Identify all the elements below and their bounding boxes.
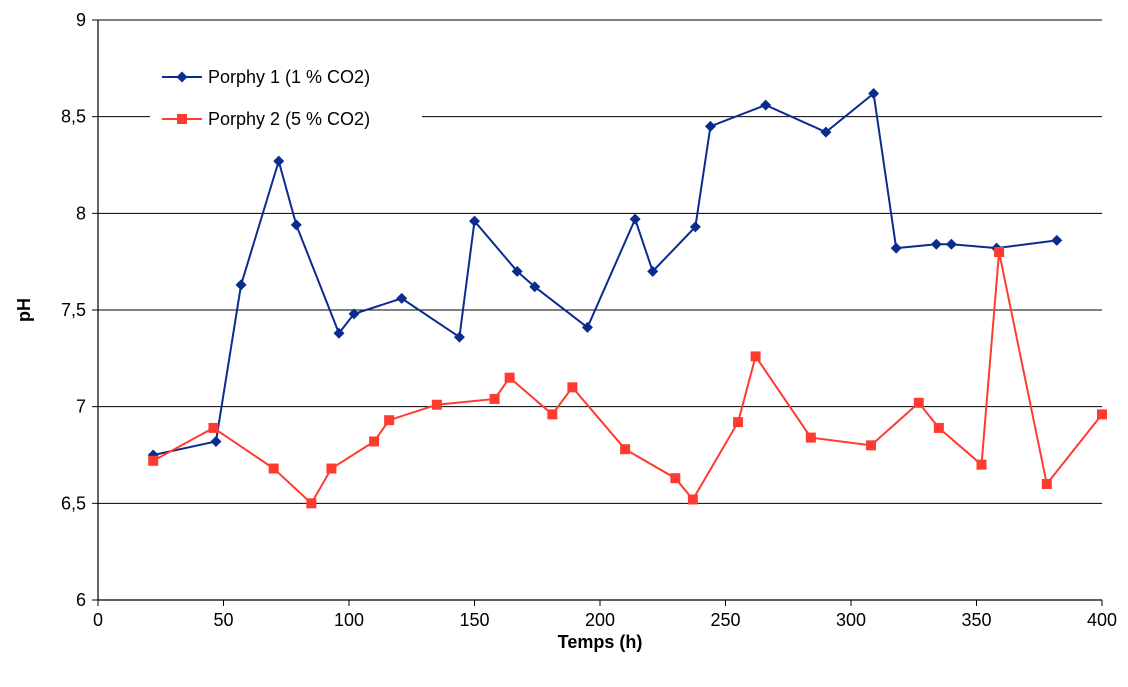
series-2-point <box>687 494 698 505</box>
series-1-point <box>210 435 222 447</box>
series-2-point <box>933 422 944 433</box>
y-tick-label: 6,5 <box>61 493 86 513</box>
axes: 6 6,5 7 7,5 8 8,5 9 0 50 100 150 200 250 300 350 400 <box>61 10 1117 630</box>
series-2-point <box>670 473 681 484</box>
x-tick-label: 400 <box>1087 610 1117 630</box>
series-1-point <box>930 238 942 250</box>
series-2-point <box>866 440 877 451</box>
series-2-point <box>913 397 924 408</box>
series-2-point <box>733 417 744 428</box>
series-2-point <box>994 247 1005 257</box>
x-tick-label: 0 <box>93 610 103 630</box>
series-2 <box>148 247 1107 509</box>
series-1-point <box>689 221 701 233</box>
legend-label: Porphy 2 (5 % CO2) <box>208 109 370 129</box>
x-tick-label: 100 <box>334 610 364 630</box>
x-axis-title: Temps (h) <box>558 632 643 652</box>
series-1-point <box>511 265 523 277</box>
series-2-line <box>152 251 1103 505</box>
series-2-point <box>148 455 159 466</box>
series-1-point <box>290 219 302 231</box>
series-2-point <box>1041 479 1052 489</box>
series-1-point <box>529 281 541 293</box>
series-group <box>147 87 1107 509</box>
series-1-point <box>333 327 345 339</box>
series-2-point <box>976 459 987 470</box>
x-tick-label: 150 <box>459 610 489 630</box>
series-2-point <box>547 409 558 420</box>
series-1-point <box>890 242 902 254</box>
legend-marker <box>176 71 188 83</box>
series-2-point <box>504 372 515 383</box>
legend-label: Porphy 1 (1 % CO2) <box>208 67 370 87</box>
y-tick-label: 7,5 <box>61 300 86 320</box>
y-tick-label: 9 <box>76 10 86 30</box>
series-2-point <box>620 444 631 455</box>
series-2-point <box>208 422 219 433</box>
series-1-point <box>629 213 641 225</box>
x-tick-label: 50 <box>213 610 233 630</box>
x-tick-label: 350 <box>961 610 991 630</box>
x-tick-label: 250 <box>710 610 740 630</box>
series-2-point <box>750 351 761 362</box>
legend: Porphy 1 (1 % CO2) Porphy 2 (5 % CO2) <box>150 55 422 149</box>
series-2-point <box>384 415 395 426</box>
series-1-point <box>453 331 465 343</box>
series-1-point <box>348 308 360 320</box>
series-2-point <box>326 463 337 474</box>
series-1-point <box>273 155 285 167</box>
y-tick-label: 7 <box>76 397 86 417</box>
series-1-point <box>235 279 247 291</box>
series-1-point <box>469 215 480 227</box>
y-tick-label: 6 <box>76 590 86 610</box>
series-2-point <box>431 399 442 410</box>
legend-item-2: Porphy 2 (5 % CO2) <box>162 109 370 129</box>
series-1-point <box>647 265 659 277</box>
legend-background <box>150 55 422 149</box>
series-2-point <box>567 382 578 393</box>
series-1-point <box>581 321 593 333</box>
series-2-point <box>268 463 279 474</box>
series-2-point <box>489 393 500 404</box>
series-1-point <box>704 120 716 132</box>
series-1-point <box>396 292 408 304</box>
x-tick-label: 300 <box>836 610 866 630</box>
series-2-point <box>369 436 380 447</box>
legend-marker <box>177 114 187 124</box>
series-1-point <box>820 126 832 138</box>
y-tick-label: 8,5 <box>61 107 86 127</box>
series-2-point <box>306 498 317 509</box>
series-2-point <box>805 432 816 443</box>
series-1-point <box>945 238 957 250</box>
x-tick-label: 200 <box>585 610 615 630</box>
series-1-point <box>1051 234 1063 246</box>
legend-item-1: Porphy 1 (1 % CO2) <box>162 67 370 87</box>
series-1-point <box>760 99 772 111</box>
series-2-point <box>1097 409 1107 420</box>
y-axis-title: pH <box>14 298 34 322</box>
y-tick-label: 8 <box>76 203 86 223</box>
series-1-point <box>868 87 880 99</box>
